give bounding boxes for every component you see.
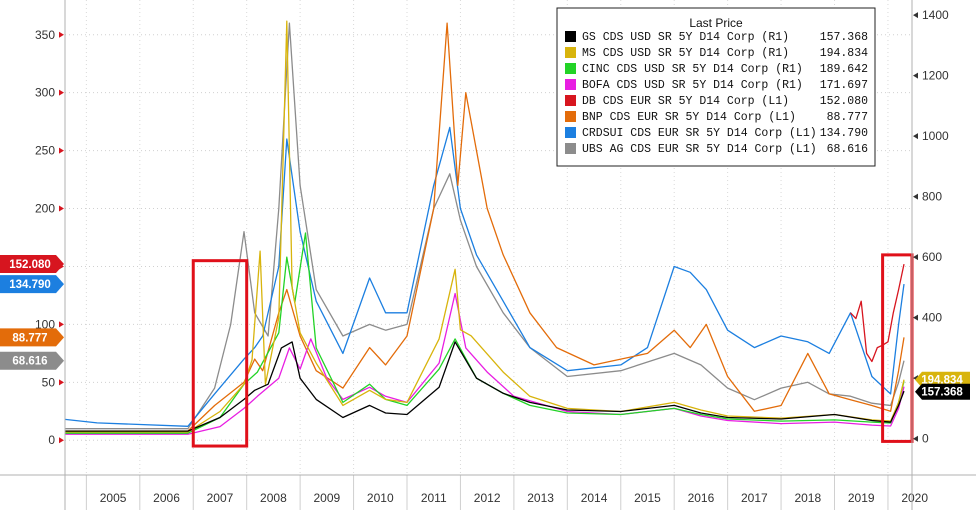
right-tick-label: 400 [922, 311, 942, 325]
left-value-badge [0, 255, 64, 274]
x-tick-label: 2018 [794, 491, 821, 505]
legend-swatch [565, 127, 576, 138]
left-tick-label: 250 [35, 144, 55, 158]
legend-entry-name: BNP CDS EUR SR 5Y D14 Corp (L1) [582, 111, 796, 124]
legend-swatch [565, 79, 576, 90]
left-tick-marker [59, 321, 64, 328]
legend-box [556, 7, 876, 167]
left-badge-label: 68.616 [12, 356, 47, 368]
legend-layer: Last Price GS CDS USD SR 5Y D14 Corp (R1… [556, 7, 876, 167]
right-tick-marker [913, 193, 918, 200]
left-tick-marker [59, 89, 64, 96]
legend-entry-name: BOFA CDS USD SR 5Y D14 Corp (R1) [582, 79, 803, 92]
left-badge-label: 88.777 [12, 332, 47, 344]
left-tick-marker [59, 437, 64, 444]
left-tick-marker [59, 379, 64, 386]
x-tick-label: 2007 [207, 491, 234, 505]
left-value-badge [0, 351, 64, 370]
legend-entry-value: 88.777 [827, 111, 868, 124]
left-tick-label: 0 [48, 433, 55, 447]
series-line [65, 341, 905, 432]
left-tick-label: 200 [35, 202, 55, 216]
left-value-badge [0, 275, 64, 294]
x-tick-label: 2010 [367, 491, 394, 505]
left-tick-label: 100 [35, 317, 55, 331]
left-tick-label: 50 [42, 375, 56, 389]
legend-entry-name: UBS AG CDS EUR SR 5Y D14 Corp (L1) [582, 143, 817, 156]
legend-entry-name: CINC CDS USD SR 5Y D14 Corp (R1) [582, 63, 803, 76]
series-line [65, 20, 905, 433]
left-tick-marker [59, 147, 64, 154]
series-line [65, 232, 905, 434]
legend-entry-value: 189.642 [820, 63, 868, 76]
right-badge-label: 157.368 [921, 387, 963, 399]
x-tick-label: 2015 [634, 491, 661, 505]
legend-entry-value: 194.834 [820, 47, 868, 60]
right-tick-marker [913, 133, 918, 140]
left-tick-marker [59, 205, 64, 212]
x-tick-label: 2020 [901, 491, 928, 505]
legend-swatch [565, 63, 576, 74]
legend-entry-name: CRDSUI CDS EUR SR 5Y D14 Corp (L1) [582, 127, 817, 140]
legend-swatch [565, 111, 576, 122]
legend-swatch [565, 31, 576, 42]
legend-entry-name: DB CDS EUR SR 5Y D14 Corp (L1) [582, 95, 789, 108]
legend-entry-value: 68.616 [827, 143, 869, 156]
x-tick-label: 2005 [100, 491, 127, 505]
left-tick-marker [59, 31, 64, 38]
x-tick-label: 2012 [474, 491, 501, 505]
right-tick-label: 1200 [922, 69, 949, 83]
legend-entry-value: 171.697 [820, 79, 868, 92]
legend-entry-value: 152.080 [820, 95, 868, 108]
right-tick-label: 1000 [922, 129, 949, 143]
left-tick-label: 350 [35, 28, 55, 42]
right-tick-marker [913, 435, 918, 442]
legend-entry-name: GS CDS USD SR 5Y D14 Corp (R1) [582, 31, 789, 44]
left-value-badge [0, 328, 64, 347]
legend-entry-name: MS CDS USD SR 5Y D14 Corp (R1) [582, 47, 789, 60]
x-tick-label: 2009 [313, 491, 340, 505]
highlight-box [191, 259, 249, 448]
right-tick-label: 1400 [922, 8, 949, 22]
x-tick-label: 2011 [421, 491, 447, 505]
series-line [64, 126, 905, 427]
legend-swatch [565, 143, 576, 154]
right-tick-marker [913, 254, 918, 261]
x-tick-label: 2006 [153, 491, 180, 505]
right-tick-marker [913, 12, 918, 19]
right-value-badge [915, 383, 970, 400]
legend-entry-value: 157.368 [820, 31, 868, 44]
x-tick-label: 2019 [848, 491, 875, 505]
left-badge-label: 134.790 [9, 279, 51, 291]
right-tick-label: 0 [922, 432, 929, 446]
x-tick-label: 2013 [527, 491, 554, 505]
left-badge-label: 152.080 [9, 259, 51, 271]
x-tick-label: 2014 [581, 491, 608, 505]
x-tick-label: 2016 [688, 491, 715, 505]
right-tick-marker [913, 314, 918, 321]
right-tick-label: 800 [922, 190, 942, 204]
right-tick-label: 600 [922, 250, 942, 264]
left-tick-label: 300 [35, 86, 55, 100]
legend-swatch [565, 47, 576, 58]
x-tick-label: 2017 [741, 491, 768, 505]
legend-swatch [565, 95, 576, 106]
series-layer [64, 20, 905, 435]
legend-title: Last Price [689, 16, 743, 30]
legend-entry-value: 134.790 [820, 127, 868, 140]
series-line [65, 292, 905, 435]
right-tick-marker [913, 72, 918, 79]
series-line [850, 263, 905, 363]
x-tick-label: 2008 [260, 491, 287, 505]
